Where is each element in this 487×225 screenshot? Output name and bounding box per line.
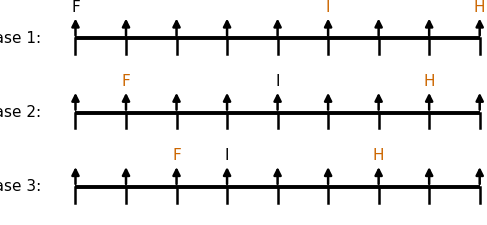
- Text: I: I: [275, 74, 280, 89]
- Text: H: H: [474, 0, 486, 15]
- Text: Case 3:: Case 3:: [0, 179, 41, 194]
- Text: Case 2:: Case 2:: [0, 105, 41, 120]
- Text: H: H: [423, 74, 435, 89]
- Text: F: F: [71, 0, 80, 15]
- Text: F: F: [172, 148, 181, 163]
- Text: I: I: [225, 148, 229, 163]
- Text: Case 1:: Case 1:: [0, 31, 41, 46]
- Text: F: F: [122, 74, 131, 89]
- Text: I: I: [326, 0, 330, 15]
- Text: H: H: [373, 148, 384, 163]
